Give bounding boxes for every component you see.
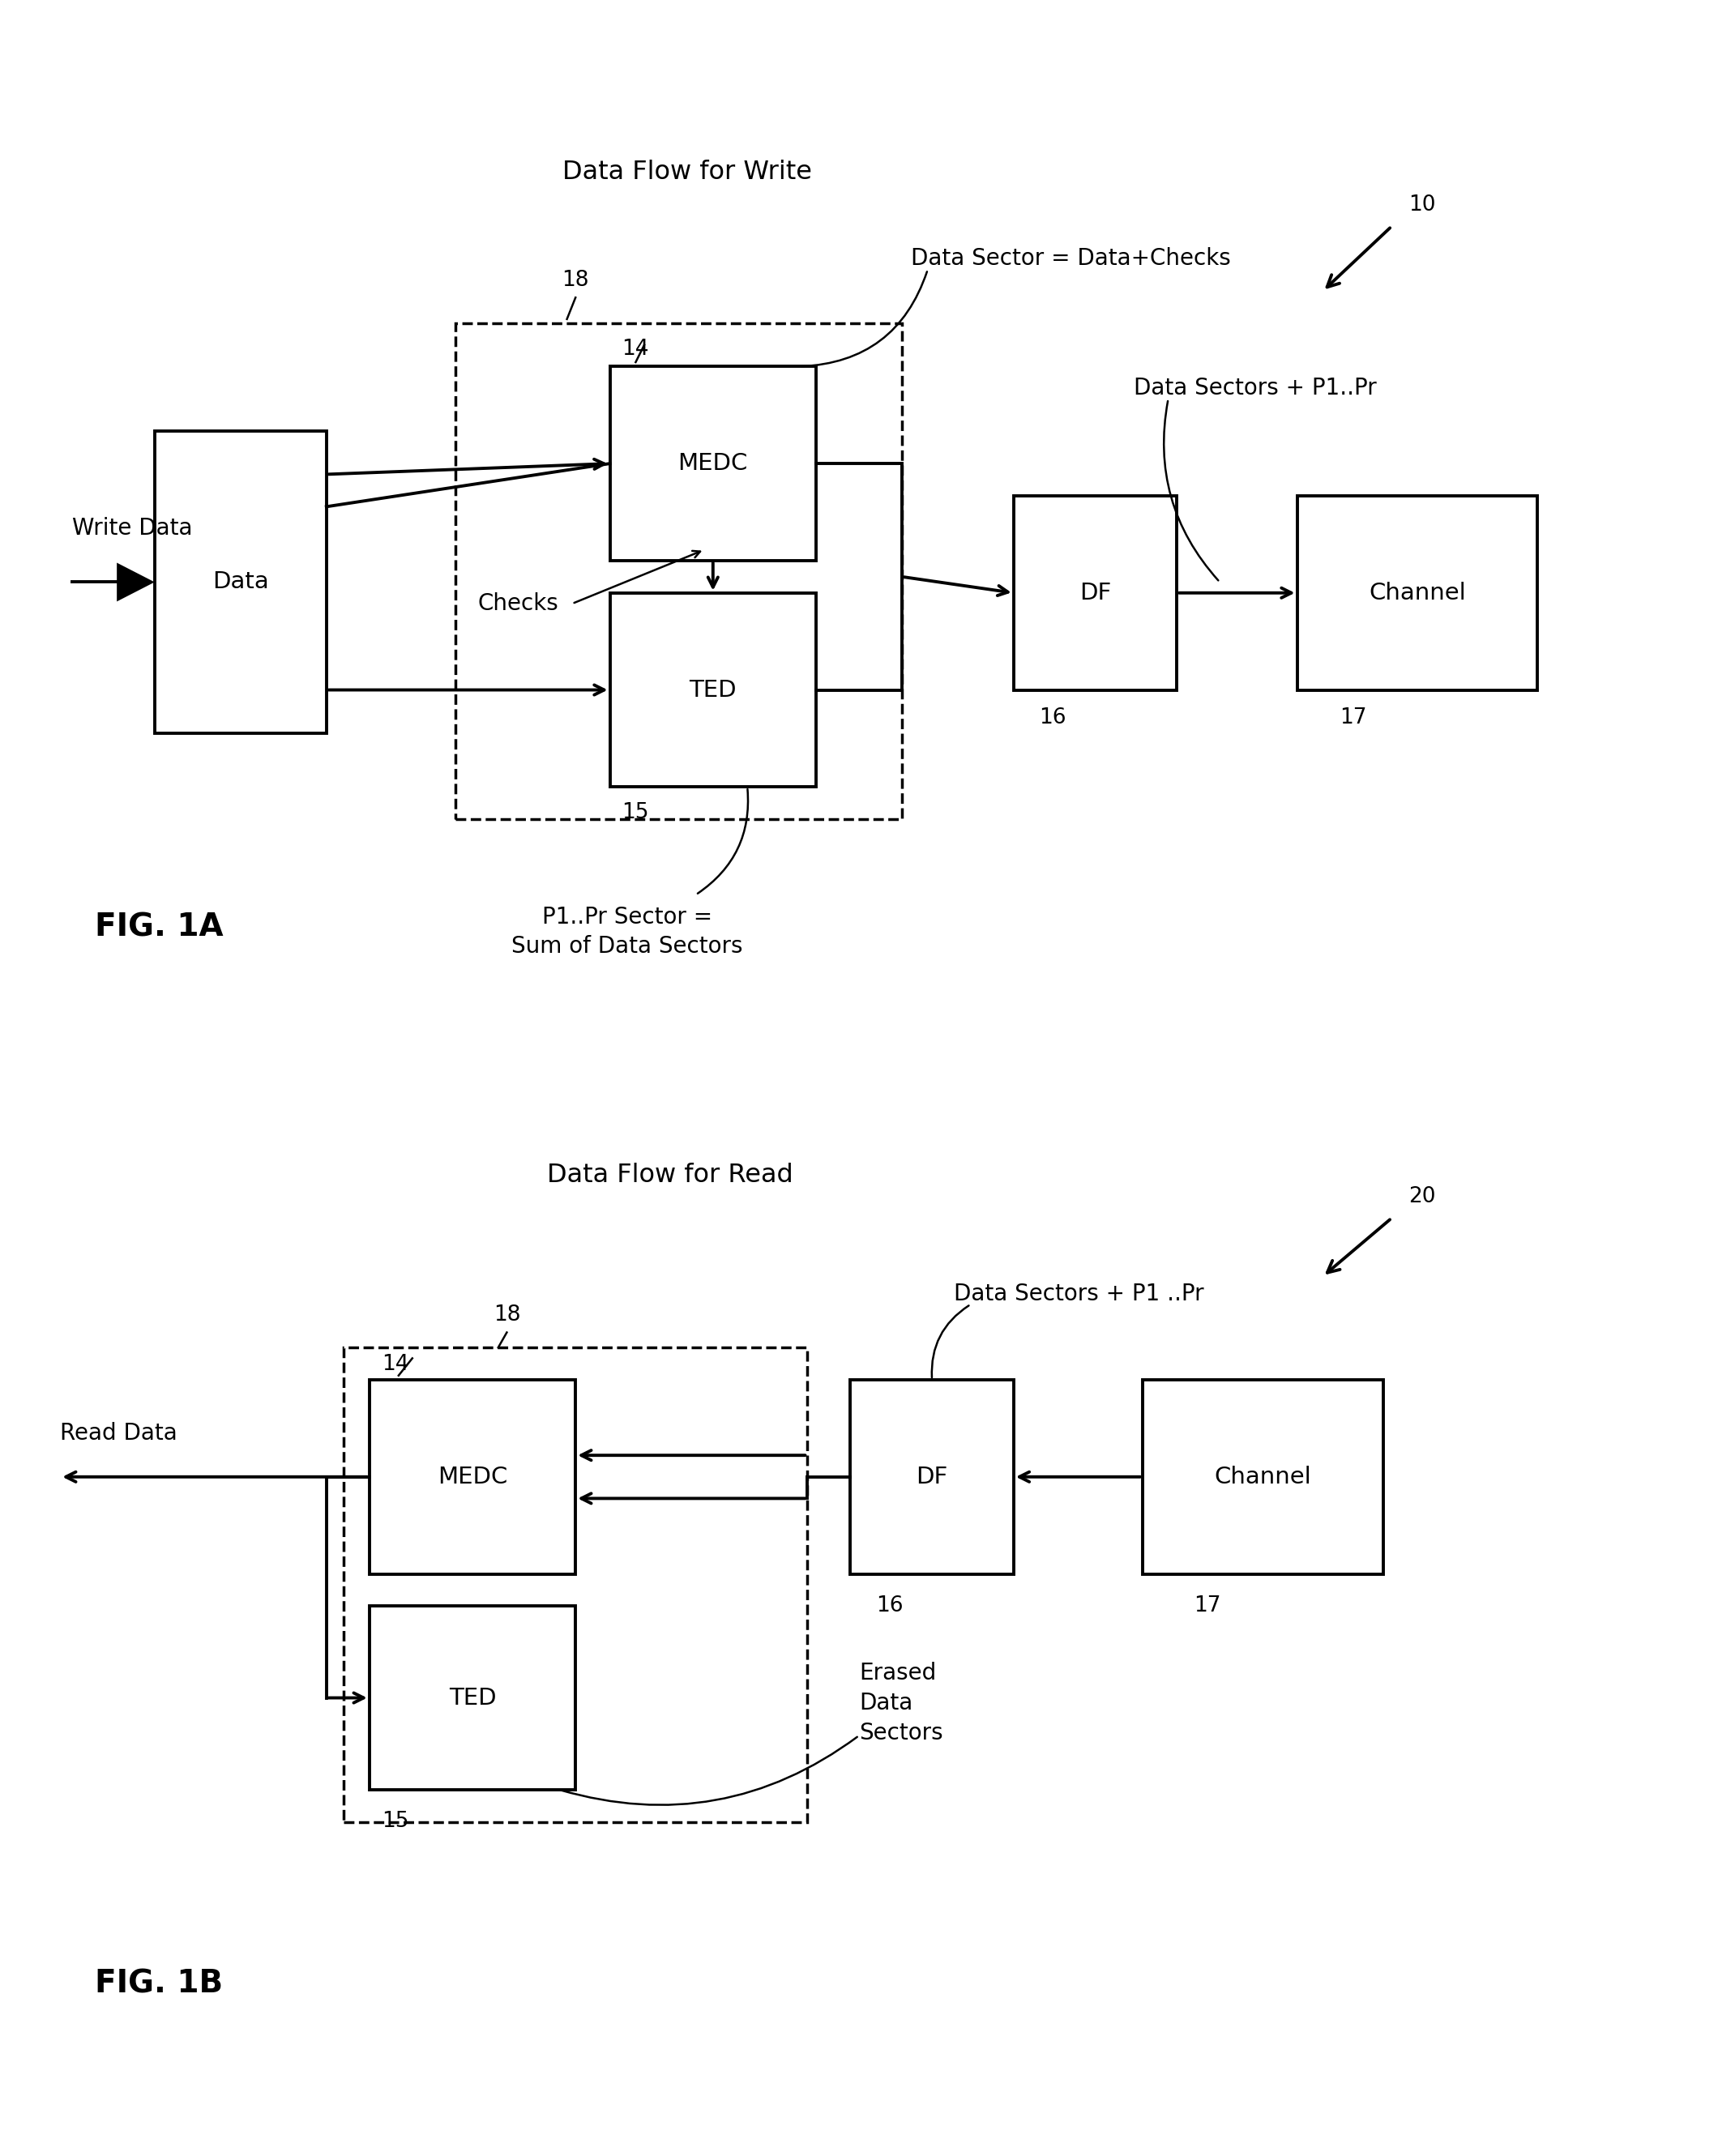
Text: 16: 16: [1039, 707, 1067, 729]
Text: 10: 10: [1409, 194, 1436, 216]
Bar: [1014, 496, 1177, 690]
Text: Data Sectors + P1..Pr: Data Sectors + P1..Pr: [1134, 377, 1376, 399]
Text: 18: 18: [493, 1304, 521, 1326]
Bar: [155, 431, 326, 733]
Text: Channel: Channel: [1215, 1466, 1311, 1488]
Bar: [610, 593, 816, 787]
Text: MEDC: MEDC: [679, 453, 747, 474]
Text: 18: 18: [562, 270, 589, 291]
Text: Read Data: Read Data: [60, 1421, 177, 1445]
Bar: [455, 323, 902, 819]
Text: Data: Data: [213, 571, 268, 593]
Bar: [850, 1380, 1014, 1574]
Text: DF: DF: [1079, 582, 1112, 604]
Text: Channel: Channel: [1369, 582, 1465, 604]
Text: Data Sector = Data+Checks: Data Sector = Data+Checks: [911, 248, 1230, 270]
Text: Data Flow for Write: Data Flow for Write: [562, 160, 813, 185]
Text: FIG. 1B: FIG. 1B: [94, 1968, 223, 1999]
Text: Checks: Checks: [478, 593, 558, 614]
Text: 15: 15: [381, 1811, 409, 1833]
Text: TED: TED: [448, 1686, 497, 1710]
Bar: [610, 367, 816, 561]
Bar: [344, 1348, 807, 1822]
Text: 14: 14: [622, 338, 649, 360]
Bar: [1297, 496, 1538, 690]
Bar: [369, 1606, 576, 1789]
Text: MEDC: MEDC: [438, 1466, 507, 1488]
Text: Write Data: Write Data: [72, 517, 192, 539]
Text: Data Flow for Read: Data Flow for Read: [546, 1162, 794, 1188]
Text: FIG. 1A: FIG. 1A: [94, 912, 223, 942]
Text: 16: 16: [876, 1595, 904, 1617]
Polygon shape: [117, 563, 155, 602]
Text: 14: 14: [381, 1354, 409, 1376]
Text: 15: 15: [622, 802, 649, 824]
Text: TED: TED: [689, 679, 737, 701]
Text: Data Sectors + P1 ..Pr: Data Sectors + P1 ..Pr: [953, 1283, 1204, 1304]
Text: 20: 20: [1409, 1186, 1436, 1207]
Text: Erased
Data
Sectors: Erased Data Sectors: [859, 1662, 943, 1744]
Text: 17: 17: [1194, 1595, 1221, 1617]
Bar: [369, 1380, 576, 1574]
Text: P1..Pr Sector =
Sum of Data Sectors: P1..Pr Sector = Sum of Data Sectors: [512, 906, 742, 957]
Text: DF: DF: [916, 1466, 948, 1488]
Bar: [1142, 1380, 1383, 1574]
Text: 17: 17: [1340, 707, 1368, 729]
